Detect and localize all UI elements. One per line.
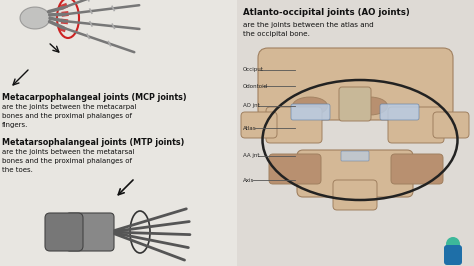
FancyBboxPatch shape [388,107,444,143]
Text: Occiput: Occiput [243,68,264,73]
Ellipse shape [20,7,50,29]
FancyBboxPatch shape [241,112,277,138]
Ellipse shape [446,237,460,251]
Bar [58,25,66,32]
Ellipse shape [353,97,388,115]
FancyBboxPatch shape [66,213,114,251]
FancyBboxPatch shape [444,245,462,265]
Text: AO jnt: AO jnt [243,103,260,109]
Text: are the joints between the metacarpal
bones and the proximal phalanges of
finger: are the joints between the metacarpal bo… [2,104,137,127]
FancyBboxPatch shape [269,154,321,184]
Bar [237,0,474,266]
Text: Atlanto-occipital joints (AO joints): Atlanto-occipital joints (AO joints) [243,8,410,17]
FancyBboxPatch shape [297,150,413,197]
FancyBboxPatch shape [380,104,419,120]
Text: Metacarpophalangeal joints (MCP joints): Metacarpophalangeal joints (MCP joints) [2,93,187,102]
FancyBboxPatch shape [266,107,322,143]
Text: Atlas: Atlas [243,126,256,131]
FancyBboxPatch shape [341,151,369,161]
Text: AA jnt: AA jnt [243,153,259,159]
Bar [61,11,69,17]
Bar [0,0,237,266]
FancyBboxPatch shape [391,154,443,184]
Text: are the joints between the atlas and
the occipital bone.: are the joints between the atlas and the… [243,22,374,37]
Bar [61,19,68,24]
FancyBboxPatch shape [45,213,83,251]
Text: Axis: Axis [243,177,255,182]
FancyBboxPatch shape [433,112,469,138]
FancyBboxPatch shape [333,180,377,210]
Bar [60,3,68,10]
Text: Metatarsophalangeal joints (MTP joints): Metatarsophalangeal joints (MTP joints) [2,138,184,147]
Text: are the joints between the metatarsal
bones and the proximal phalanges of
the to: are the joints between the metatarsal bo… [2,149,135,172]
FancyBboxPatch shape [258,48,453,120]
FancyBboxPatch shape [339,87,371,121]
Text: Odontoid: Odontoid [243,84,268,89]
Ellipse shape [292,97,328,115]
FancyBboxPatch shape [291,104,330,120]
